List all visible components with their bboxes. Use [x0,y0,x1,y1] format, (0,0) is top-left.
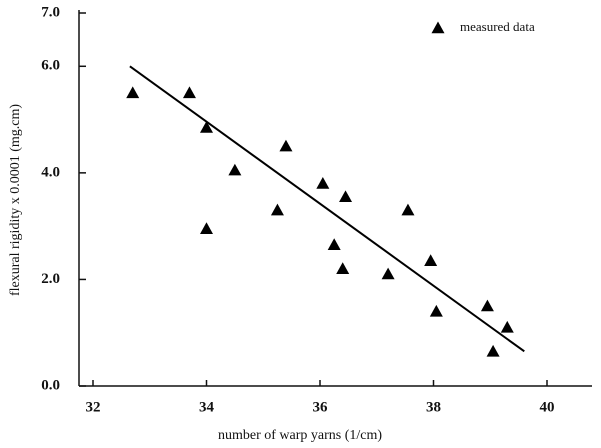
data-point [486,344,500,357]
data-point [270,203,284,216]
x-tick-label: 40 [540,399,555,415]
trend-line [129,65,525,353]
data-point [228,163,242,176]
y-tick-label: 0.0 [41,377,60,393]
x-tick-label: 38 [426,399,441,415]
x-tick-label: 36 [313,399,329,415]
x-axis-label: number of warp yarns (1/cm) [218,428,382,443]
data-point [336,262,350,274]
data-point [126,86,140,99]
data-point [500,320,514,333]
y-axis-label: flexural rigidity x 0.0001 (mg.cm) [8,104,23,296]
y-tick-label: 4.0 [41,164,60,180]
legend-label: measured data [460,19,535,34]
y-tick-label: 2.0 [41,271,60,287]
legend-marker [431,21,445,34]
data-point [480,299,494,312]
data-point [381,267,395,280]
data-point [339,190,353,203]
data-point [327,238,341,250]
data-point [429,304,443,317]
data-point [182,86,196,99]
data-point [316,177,330,189]
y-tick-label: 6.0 [41,58,60,74]
data-point [401,203,415,216]
x-tick-label: 34 [199,399,215,415]
data-point [200,222,213,235]
y-tick-label: 7.0 [41,4,60,20]
data-point [200,121,213,133]
data-point [279,139,293,152]
data-point [424,254,438,266]
x-tick-label: 32 [86,399,101,415]
